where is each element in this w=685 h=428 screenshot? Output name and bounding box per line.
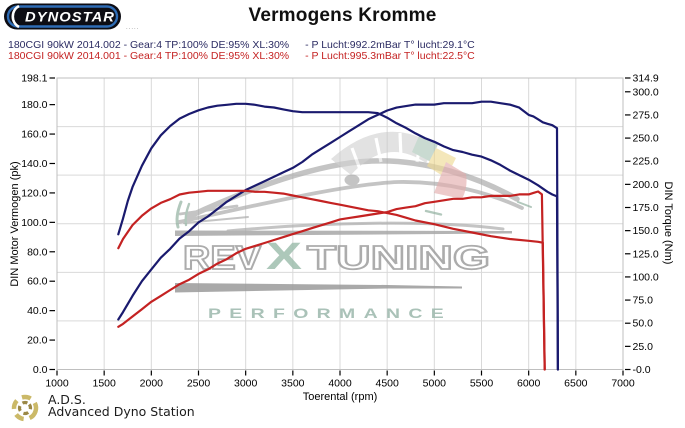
page-title: Vermogens Kromme — [248, 5, 437, 26]
x-axis-tick-label: 2000 — [140, 378, 164, 390]
axis-title-bottom: Toerental (rpm) — [302, 391, 378, 403]
x-axis-tick-label: 4500 — [375, 378, 399, 390]
left-axis-tick-label: 180.0 — [21, 99, 47, 111]
right-axis-tick-label: 75.0 — [633, 295, 654, 307]
gauge-arc-icon — [331, 131, 467, 199]
left-axis-tick-label: 60.0 — [27, 276, 48, 288]
x-axis-tick-label: 4000 — [328, 378, 352, 390]
dynostar-logo-pill — [4, 3, 121, 30]
left-axis-tick-label: 100.0 — [21, 217, 47, 229]
run-name: 180CGI 90kW 2014.001 — [8, 49, 121, 62]
left-axis-tick-label: 160.0 — [21, 129, 47, 141]
left-axis-tick-label: 40.0 — [27, 305, 48, 317]
x-axis-tick-label: 3000 — [234, 378, 258, 390]
dynostar-logo: DYNOSTAR — [4, 3, 121, 30]
left-axis-tick-label: 80.0 — [27, 246, 48, 258]
curve-180cgi-90kw-2014-001-torque-nm- — [117, 189, 546, 371]
right-axis-tick-label: 300.0 — [633, 86, 659, 98]
dynostar-logo-crescent — [11, 4, 20, 29]
run-info-line-1: 180CGI 90kW 2014.002 - Gear:4 TP:100% DE… — [8, 39, 475, 51]
watermark-bar-bottom — [175, 283, 462, 293]
ads-text-block: A.D.S. Advanced Dyno Station — [48, 391, 195, 418]
left-axis-tick-label: 140.0 — [21, 158, 47, 170]
right-axis-tick-label: 250.0 — [633, 133, 659, 145]
x-axis-tick-label: 6500 — [564, 378, 588, 390]
right-axis-tick-label: 314.9 — [633, 73, 659, 85]
right-axis-tick-label: 225.0 — [633, 156, 659, 168]
ads-swirl-icon — [11, 394, 39, 422]
x-axis-tick-label: 5000 — [423, 378, 447, 390]
ads-name: Advanced Dyno Station — [48, 404, 195, 419]
left-axis-tick-label: 120.0 — [21, 187, 47, 199]
right-axis-tick-label: 200.0 — [633, 179, 659, 191]
chart-grid: 198.1 180.0 160.0 140.0 120.0 100.0 80.0 60.0 40… — [21, 73, 659, 390]
right-axis-tick-label: -0.0 — [633, 364, 651, 376]
watermark-bar-top — [175, 230, 512, 236]
curve-180cgi-90kw-2014-002-vermogen-pk- — [117, 100, 560, 371]
right-axis-tick-label: 150.0 — [633, 225, 659, 237]
right-axis-tick-label: 275.0 — [633, 109, 659, 121]
x-axis-tick-label: 1500 — [92, 378, 116, 390]
run-environment: - P Lucht:995.3mBar T° lucht:22.5°C — [305, 49, 475, 62]
curve-180cgi-90kw-2014-001-vermogen-pk- — [117, 190, 546, 371]
ads-abbr: A.D.S. — [48, 392, 86, 407]
run-settings: - Gear:4 TP:100% DE:95% XL:30% — [123, 39, 290, 51]
axis-title-left: DIN Motor Vermogen (pk) — [9, 161, 21, 287]
chart-watermark: REV X TUNING PERFORMANCE — [175, 131, 532, 321]
right-axis-tick-label: 50.0 — [633, 318, 654, 330]
car-sketch-icon — [175, 158, 532, 233]
left-axis-tick-label: 20.0 — [27, 335, 48, 347]
curve-180cgi-90kw-2014-002-torque-nm- — [117, 102, 560, 371]
chart-curves — [117, 100, 560, 371]
axis-title-right: DIN Torque (Nm) — [662, 181, 674, 265]
right-axis-tick-label: 175.0 — [633, 202, 659, 214]
run-settings: - Gear:4 TP:100% DE:95% XL:30% — [123, 49, 290, 62]
right-axis-tick-label: 25.0 — [633, 341, 654, 353]
watermark-performance: PERFORMANCE — [208, 305, 452, 321]
watermark-tuning: TUNING — [307, 239, 490, 276]
watermark-x: X — [266, 236, 303, 278]
x-axis-tick-label: 2500 — [187, 378, 211, 390]
footer-branding: A.D.S. Advanced Dyno Station — [8, 391, 195, 425]
left-axis-tick-label: 198.1 — [21, 73, 47, 85]
run-environment: - P Lucht:992.2mBar T° lucht:29.1°C — [305, 39, 475, 51]
dynostar-logo-ring — [6, 5, 119, 28]
run-info-line-2: 180CGI 90kW 2014.001 - Gear:4 TP:100% DE… — [8, 50, 475, 62]
x-axis-tick-label: 6000 — [517, 378, 541, 390]
x-axis-tick-label: 7000 — [611, 378, 635, 390]
x-axis-tick-label: 1000 — [45, 378, 69, 390]
x-axis-tick-label: 3500 — [281, 378, 305, 390]
right-axis-tick-label: 125.0 — [633, 248, 659, 260]
dynostar-logo-text: DYNOSTAR — [25, 9, 115, 25]
x-axis-tick-label: 5500 — [470, 378, 494, 390]
run-name: 180CGI 90kW 2014.002 — [8, 39, 121, 51]
right-axis-tick-label: 100.0 — [633, 271, 659, 283]
left-axis-tick-label: 0.0 — [33, 364, 48, 376]
logo-subtext: ..... — [126, 25, 140, 31]
watermark-rev: REV — [183, 239, 261, 276]
